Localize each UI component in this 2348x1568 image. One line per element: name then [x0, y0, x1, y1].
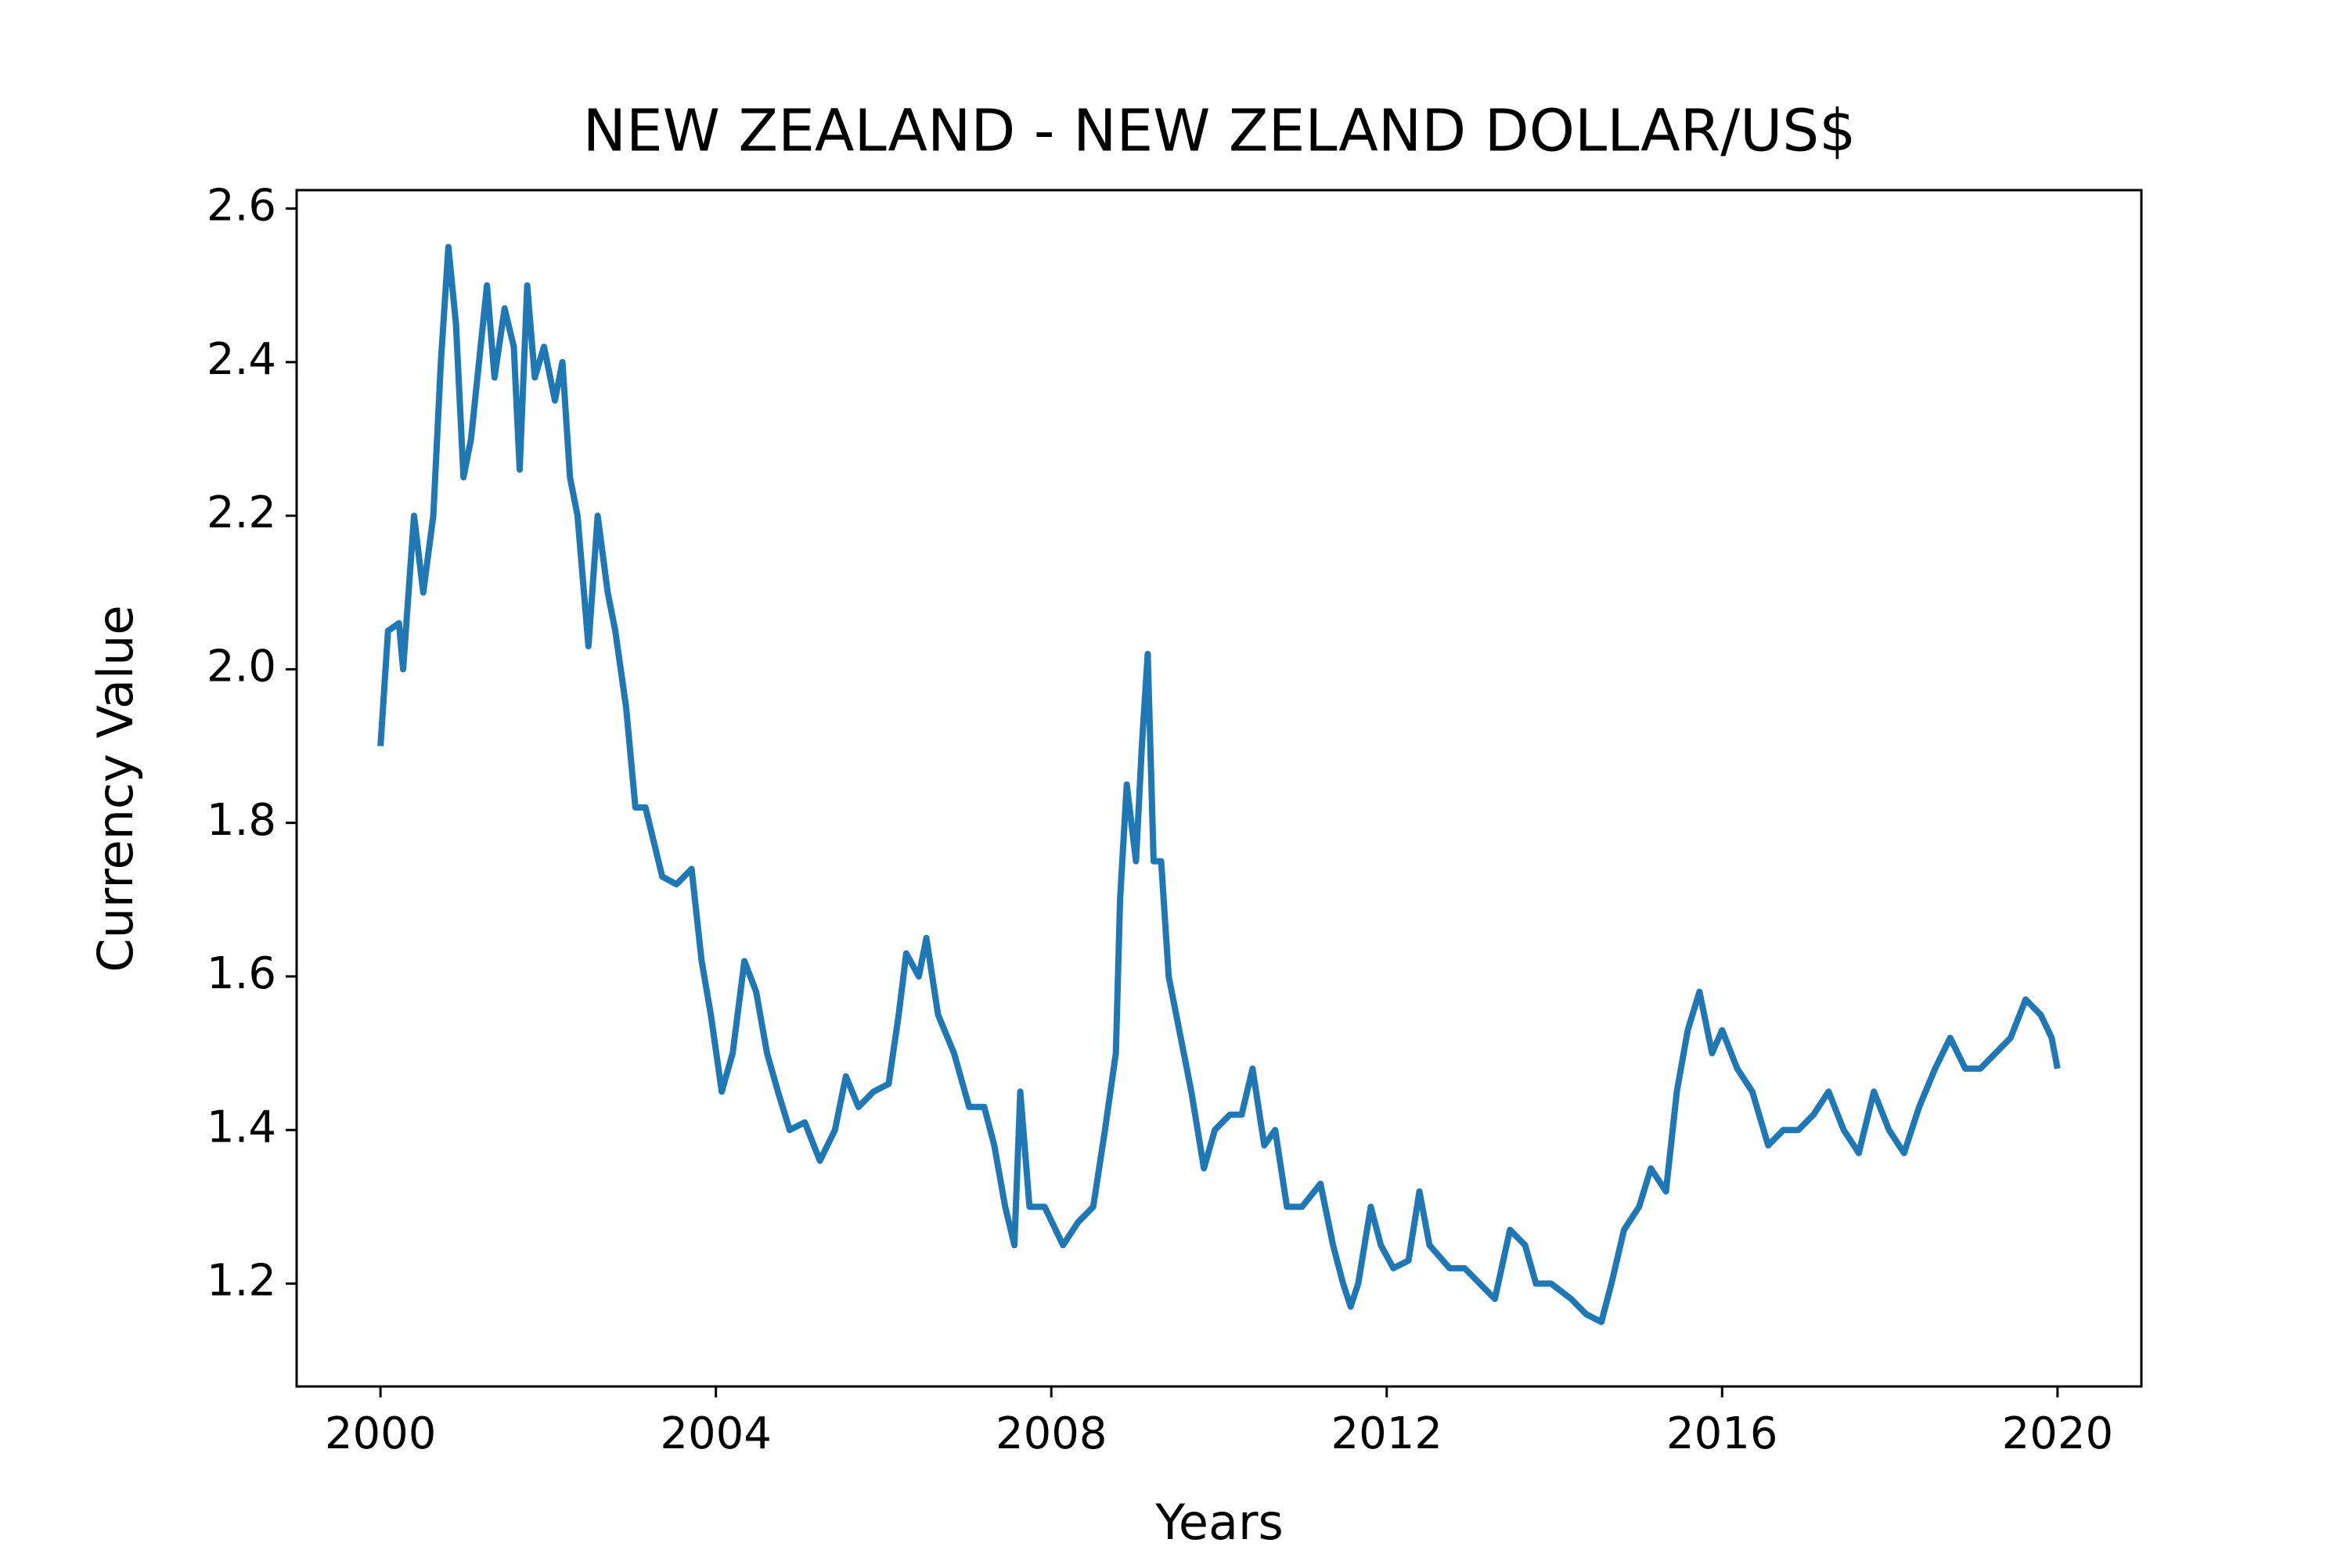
x-axis-label: Years — [1154, 1494, 1284, 1551]
y-tick-label: 1.4 — [207, 1102, 276, 1153]
y-tick-label: 1.2 — [207, 1256, 276, 1307]
y-axis-label: Currency Value — [87, 605, 144, 972]
plot-frame — [295, 189, 2143, 1388]
data-line — [377, 243, 2061, 1325]
y-tick-label: 2.6 — [207, 181, 276, 232]
x-tick-label: 2016 — [1666, 1408, 1778, 1459]
x-tick-label: 2008 — [996, 1408, 1107, 1459]
chart-title: NEW ZEALAND - NEW ZELAND DOLLAR/US$ — [583, 98, 1856, 165]
x-tick-label: 2020 — [2002, 1408, 2114, 1459]
x-tick-label: 2004 — [660, 1408, 772, 1459]
x-tick-label: 2000 — [325, 1408, 437, 1459]
y-tick-label: 1.6 — [207, 948, 276, 999]
y-tick-label: 2.2 — [207, 487, 276, 538]
y-tick-label: 2.4 — [207, 334, 276, 385]
y-tick-label: 2.0 — [207, 642, 276, 692]
x-tick-label: 2012 — [1331, 1408, 1443, 1459]
y-tick-label: 1.8 — [207, 795, 276, 846]
